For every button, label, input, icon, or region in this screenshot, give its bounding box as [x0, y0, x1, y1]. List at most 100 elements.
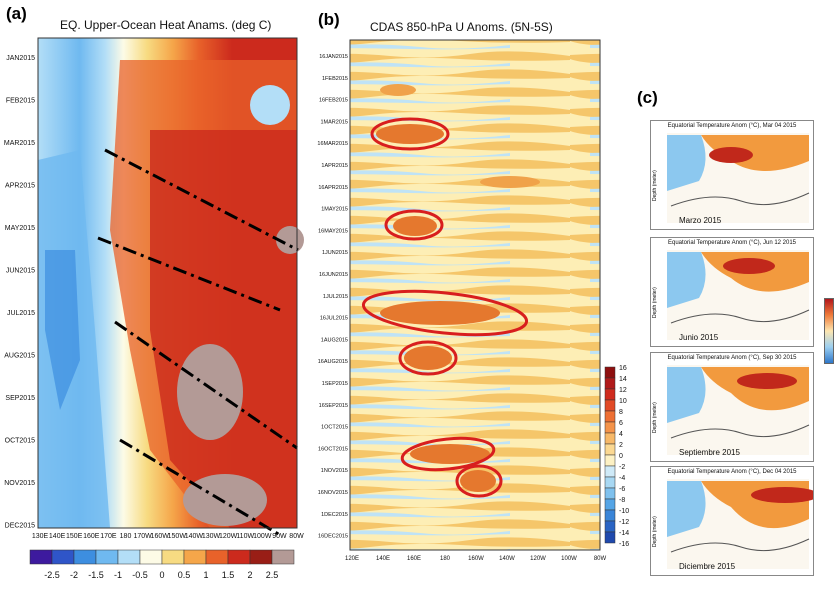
panel-a-month-label: JUL2015	[7, 310, 35, 317]
panel-b-date-label: 16NOV2015	[318, 490, 348, 496]
panel-a-trend-line-2	[97, 236, 281, 312]
panel-a-cold-core	[45, 250, 80, 410]
panel-a-colorbar-swatch	[227, 549, 251, 565]
panel-b-colorbar-label: 14	[619, 376, 627, 383]
panel-b-lon-label: 100W	[561, 556, 577, 562]
panel-b-colorbar-label: -10	[619, 508, 629, 515]
panel-c-subplot-title: Equatorial Temperature Anom (°C), Dec 04…	[667, 469, 797, 475]
panel-c-ylabel: Depth (meter)	[652, 287, 658, 318]
panel-a-month-label: OCT2015	[5, 438, 35, 445]
panel-b-date-label: 16FEB2015	[319, 98, 348, 104]
panel-b-date-label: 16DEC2015	[318, 534, 348, 540]
panel-c-cold-anomaly	[667, 367, 706, 423]
panel-b-date-label: 1JUN2015	[322, 250, 348, 256]
panel-c-subplot-title: Equatorial Temperature Anom (°C), Sep 30…	[667, 355, 797, 361]
panel-b-colorbar-swatch	[604, 388, 616, 401]
panel-b-colorbar-swatch	[604, 432, 616, 445]
panel-c-contour	[670, 192, 810, 207]
panel-a-month-label: SEP2015	[5, 395, 35, 402]
panel-a-colorbar-label: -2	[70, 570, 78, 580]
panel-b-colorbar-label: 6	[619, 420, 623, 427]
panel-b-lon-label: 120W	[530, 556, 546, 562]
panel-b-colorbar-swatch	[604, 410, 616, 423]
panel-c-warm-anomaly	[701, 135, 809, 171]
panel-b-date-label: 16OCT2015	[318, 446, 348, 452]
panel-a-colorbar-label: 2	[247, 570, 252, 580]
panel-a-colorbar-swatch	[205, 549, 229, 565]
panel-a-lon-label: 130W	[202, 533, 221, 540]
panel-c-cold-anomaly	[667, 135, 706, 191]
panel-a-lon-label: 170E	[100, 533, 117, 540]
panel-b-colorbar-swatch	[604, 443, 616, 456]
panel-b-colorbar-swatch	[604, 509, 616, 522]
panel-a-colorbar-swatch	[271, 549, 295, 565]
panel-b-highlight-circle-5	[400, 436, 496, 472]
panel-a-month-label: APR2015	[5, 183, 35, 190]
panel-b-date-label: 1APR2015	[321, 163, 348, 169]
panel-a-month-label: AUG2015	[4, 353, 35, 360]
panel-b-warm-patch-6	[460, 470, 496, 492]
panel-b-colorbar-label: -14	[619, 530, 629, 537]
panel-b-colorbar-label: 12	[619, 387, 627, 394]
panel-a-colorbar-swatch	[139, 549, 163, 565]
panel-c-subplot-label: Junio 2015	[679, 333, 719, 342]
panel-a-chart: JAN2015 FEB2015 MAR2015 APR2015 MAY2015 JUN20…	[4, 37, 304, 580]
panel-a-max-blob-1	[177, 344, 243, 440]
panel-b-highlight-circle-3	[361, 289, 529, 337]
panel-a-colorbar-swatch	[29, 549, 53, 565]
panel-c-contour	[670, 309, 810, 324]
panel-a-lon-label: 170W	[133, 533, 152, 540]
panel-b-date-label: 16MAR2015	[317, 141, 348, 147]
panel-b-date-label: 1OCT2015	[321, 425, 348, 431]
panel-b-date-label: 16MAY2015	[318, 228, 348, 234]
panel-a-month-label: DEC2015	[5, 523, 35, 530]
panel-b-date-label: 16JUN2015	[319, 272, 348, 278]
panel-b-colorbar-label: 0	[619, 453, 623, 460]
panel-b-date-label: 16AUG2015	[318, 359, 348, 365]
panel-c-cold-anomaly	[667, 252, 706, 308]
panel-c-subplot: Equatorial Temperature Anom (°C), Dec 04…	[650, 466, 814, 576]
panel-b-colorbar-label: -2	[619, 464, 625, 471]
panel-b-lon-label: 120E	[345, 556, 359, 562]
panel-a-letter: (a)	[6, 4, 27, 23]
panel-b-colorbar-label: -6	[619, 486, 625, 493]
panel-b-lon-labels: 120E 140E 160E 180 160W 140W 120W 100W 80W	[345, 556, 607, 562]
panel-b-colorbar-swatch	[604, 487, 616, 500]
panel-a-colorbar-swatch	[73, 549, 97, 565]
panel-a-colorbar-swatch	[249, 549, 273, 565]
panel-b-date-label: 16SEP2015	[319, 403, 348, 409]
panel-a-colorbar-label: -0.5	[132, 570, 148, 580]
panel-a-trend-line-4	[119, 438, 281, 537]
panel-a-colorbar-label: -2.5	[44, 570, 60, 580]
panel-b-colorbar-label: 10	[619, 398, 627, 405]
panel-c-subplot-graphic	[667, 365, 810, 455]
panel-b-colorbar-label: -4	[619, 475, 625, 482]
panel-a-colorbar-label: 2.5	[266, 570, 279, 580]
panel-b-chart: 16JAN2015 1FEB2015 16FEB2015 1MAR2015 16MAR2…	[317, 39, 629, 562]
panel-b-date-label: 1MAY2015	[321, 207, 348, 213]
panel-c-contour	[670, 424, 810, 439]
panel-b-colorbar-swatch	[604, 531, 616, 544]
panel-c-subplot-graphic	[667, 133, 810, 223]
panel-b-date-label: 1NOV2015	[321, 468, 348, 474]
panel-b-letter: (b)	[318, 10, 340, 29]
panel-a-colorbar: -2.5 -2 -1.5 -1 -0.5 0 0.5 1 1.5 2 2.5	[29, 549, 295, 580]
panel-c-ylabel: Depth (meter)	[652, 170, 658, 201]
panel-a-lon-label: 110W	[236, 533, 254, 540]
panel-c-subplot-label: Septiembre 2015	[679, 448, 740, 457]
panel-b-colorbar-swatch	[604, 520, 616, 533]
panel-c-cold-anomaly	[667, 481, 706, 537]
panel-a-lon-labels: 130E 140E 150E 160E 170E 180 170W160W150W140W1…	[32, 533, 304, 540]
panel-b-colorbar: 16 14 12 10 8 6 4 2 0 -2 -4 -6 -8 -10 -12 -14 -16	[604, 365, 629, 548]
panel-b-frame	[349, 39, 601, 551]
panel-b-date-label: 16JUL2015	[320, 316, 348, 322]
panel-a-lon-label: 80W	[289, 533, 304, 540]
panel-a-month-label: NOV2015	[4, 480, 35, 487]
panel-b-colorbar-label: 2	[619, 442, 623, 449]
panel-a-month-label: FEB2015	[6, 98, 35, 105]
panel-b-warm-patch-4	[404, 346, 452, 370]
panel-b-warm-patch-5	[410, 444, 490, 464]
panel-b-colorbar-label: -8	[619, 497, 625, 504]
panel-a-lon-label: 160W	[151, 533, 170, 540]
panel-a-colorbar-swatch	[95, 549, 119, 565]
